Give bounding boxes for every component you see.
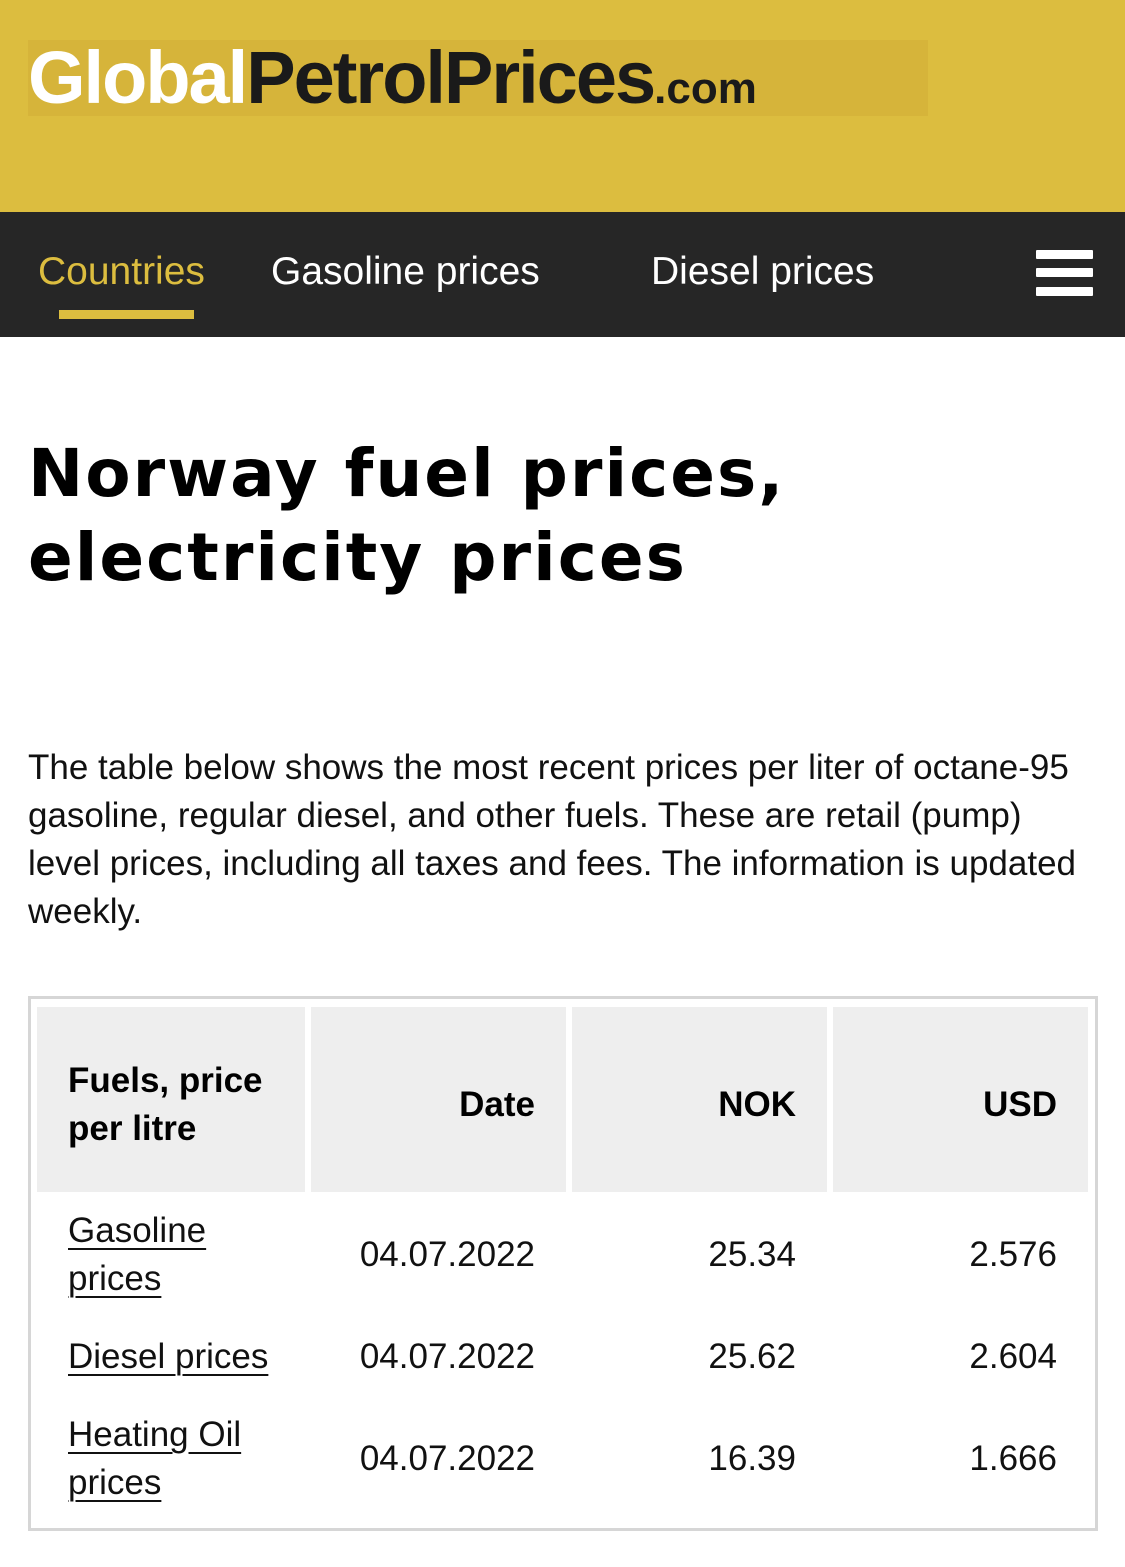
header-nok-label: NOK: [718, 1085, 796, 1124]
table-row-nok: 25.62: [708, 1337, 796, 1376]
table-row-date: 04.07.2022: [359, 1439, 535, 1478]
page-title: Norway fuel prices, electricity prices: [28, 432, 1028, 600]
table-row-date: 04.07.2022: [359, 1337, 535, 1376]
table-row-usd: 2.604: [969, 1337, 1057, 1376]
table-row-nok: 25.34: [708, 1235, 796, 1274]
heating-oil-prices-link-line2[interactable]: prices: [68, 1463, 162, 1502]
fuel-price-table: Fuels, price per litre Date NOK USD Gaso…: [28, 996, 1098, 1531]
nav-item-countries[interactable]: Countries: [38, 250, 205, 293]
logo-text-petrolprices: PetrolPrices: [246, 36, 656, 119]
table-row-usd: 1.666: [969, 1439, 1057, 1478]
page-title-line1: Norway fuel prices,: [28, 435, 786, 512]
table-row-fuel-link[interactable]: Diesel prices: [68, 1333, 268, 1381]
active-tab-indicator: [59, 310, 194, 319]
header-date-label: Date: [459, 1085, 535, 1124]
heating-oil-prices-link-line1[interactable]: Heating Oil: [68, 1415, 242, 1454]
logo-text-com: .com: [654, 64, 757, 113]
header-fuel: Fuels, price per litre: [37, 1007, 305, 1192]
header-usd: USD: [833, 1007, 1088, 1192]
nav-item-gasoline-prices[interactable]: Gasoline prices: [271, 250, 540, 293]
hamburger-menu-icon[interactable]: [1036, 250, 1093, 296]
site-logo[interactable]: GlobalPetrolPrices.com: [28, 40, 928, 116]
table-row-nok: 16.39: [708, 1439, 796, 1478]
table-row-date: 04.07.2022: [359, 1235, 535, 1274]
intro-paragraph: The table below shows the most recent pr…: [28, 748, 1077, 931]
page-title-line2: electricity prices: [28, 519, 687, 596]
nav-item-diesel-prices[interactable]: Diesel prices: [651, 250, 875, 293]
diesel-prices-link[interactable]: Diesel prices: [68, 1337, 269, 1376]
table-row-usd: 2.576: [969, 1235, 1057, 1274]
table-row-fuel-link[interactable]: Heating Oil prices: [68, 1411, 241, 1507]
header-fuel-line1: Fuels, price: [68, 1061, 263, 1100]
logo-text-global: Global: [28, 36, 248, 119]
gasoline-prices-link-line2[interactable]: prices: [68, 1259, 162, 1298]
header-nok: NOK: [572, 1007, 827, 1192]
gasoline-prices-link-line1[interactable]: Gasoline: [68, 1211, 207, 1250]
header-date: Date: [311, 1007, 566, 1192]
table-row-fuel-link[interactable]: Gasoline prices: [68, 1207, 206, 1303]
header-usd-label: USD: [983, 1085, 1057, 1124]
header-fuel-line2: per litre: [68, 1109, 197, 1148]
site-header: GlobalPetrolPrices.com: [0, 0, 1125, 212]
